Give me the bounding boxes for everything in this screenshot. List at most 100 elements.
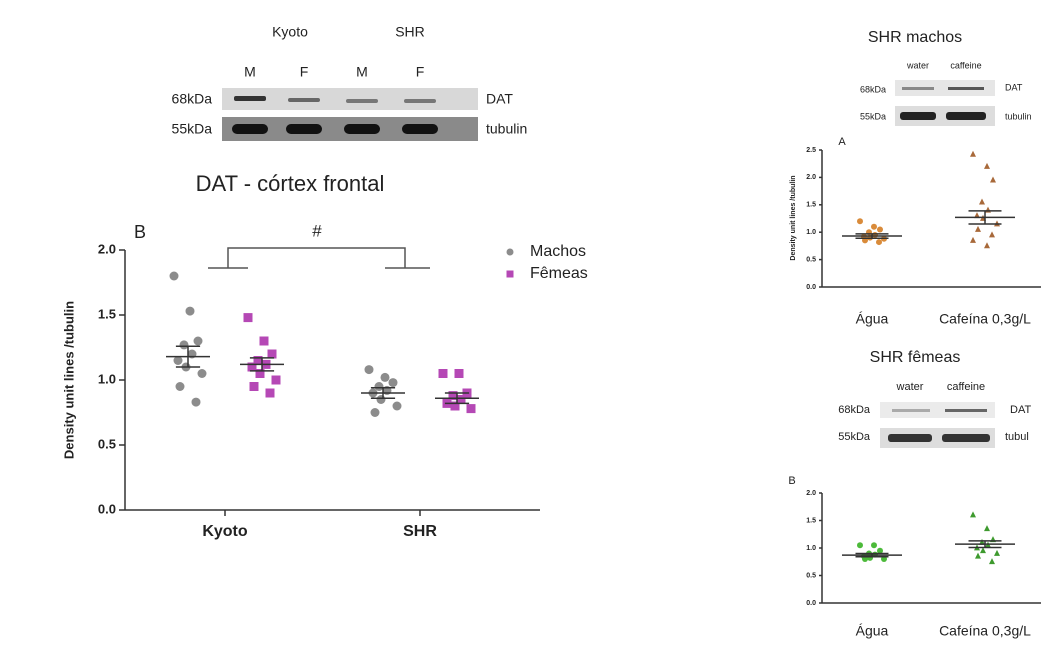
x-tick-label: Cafeína 0,3g/L — [939, 311, 1031, 327]
point — [272, 376, 281, 385]
band-label: DAT — [1005, 82, 1023, 92]
x-tick-label: Kyoto — [202, 523, 248, 540]
point — [970, 237, 976, 243]
point — [186, 307, 195, 316]
lane-label: M — [244, 64, 256, 80]
size-label: 55kDa — [860, 111, 886, 121]
lane-label: F — [416, 64, 425, 80]
point — [876, 239, 882, 245]
point — [970, 151, 976, 157]
size-label: 68kDa — [172, 91, 213, 107]
legend-label: Fêmeas — [530, 265, 588, 282]
y-tick-label: 1.5 — [806, 517, 816, 524]
point — [176, 382, 185, 391]
point — [250, 382, 259, 391]
lane-label: caffeine — [950, 60, 981, 70]
chart: SHR machos A Density unit lines /tubulin 0.… — [790, 29, 1041, 326]
blot-main — [222, 88, 478, 141]
point — [198, 369, 207, 378]
size-label: 68kDa — [838, 404, 871, 416]
panel-label: B — [788, 475, 795, 487]
point — [989, 231, 995, 237]
chart-title: DAT - córtex frontal — [196, 171, 385, 196]
size-label: 55kDa — [172, 121, 213, 137]
point — [990, 177, 996, 183]
annotation: # — [312, 221, 322, 240]
point — [975, 553, 981, 559]
lane-label: water — [906, 60, 929, 70]
chart: DAT - córtex frontal B Density unit lines … — [61, 171, 587, 540]
point — [467, 404, 476, 413]
point — [266, 389, 275, 398]
point — [507, 271, 514, 278]
point — [389, 378, 398, 387]
point — [979, 198, 985, 204]
point — [170, 272, 179, 281]
chart-title: SHR machos — [868, 29, 962, 46]
point — [365, 365, 374, 374]
group-label: SHR — [395, 24, 425, 40]
y-tick-label: 2.5 — [806, 147, 816, 154]
band-label: tubulin — [486, 121, 527, 137]
point — [871, 224, 877, 230]
point — [984, 163, 990, 169]
point — [192, 398, 201, 407]
lane-label: F — [300, 64, 309, 80]
y-tick-label: 0.5 — [806, 572, 816, 579]
x-tick-label: Água — [856, 623, 889, 639]
point — [455, 369, 464, 378]
point — [393, 402, 402, 411]
y-tick-label: 1.0 — [806, 229, 816, 236]
y-tick-label: 0.0 — [98, 501, 116, 516]
panel-label: B — [134, 222, 146, 242]
point — [371, 408, 380, 417]
y-tick-label: 0.0 — [806, 284, 816, 291]
chart-title: SHR fêmeas — [870, 349, 961, 366]
y-tick-label: 2.0 — [806, 490, 816, 497]
point — [260, 337, 269, 346]
band-label: tubulin — [1005, 111, 1032, 121]
blot-machos — [895, 80, 995, 126]
group-label: Kyoto — [272, 24, 308, 40]
point — [180, 340, 189, 349]
point — [994, 550, 1000, 556]
point — [857, 218, 863, 224]
point — [970, 511, 976, 517]
point — [244, 313, 253, 322]
y-tick-label: 2.0 — [98, 241, 116, 256]
size-label: 68kDa — [860, 84, 886, 94]
bracket — [208, 248, 430, 268]
lane-label: caffeine — [947, 381, 985, 393]
point — [377, 395, 386, 404]
lane-label: M — [356, 64, 368, 80]
y-tick-label: 1.0 — [806, 545, 816, 552]
point — [989, 558, 995, 564]
lane-label: water — [896, 381, 924, 393]
y-axis-label: Density unit lines /tubulin — [790, 175, 797, 260]
point — [507, 249, 514, 256]
y-tick-label: 0.0 — [806, 600, 816, 607]
point — [381, 373, 390, 382]
y-axis-label: Density unit lines /tubulin — [61, 301, 76, 459]
band-label: DAT — [1010, 404, 1031, 416]
band-label: tubul — [1005, 431, 1029, 443]
point — [984, 242, 990, 248]
x-tick-label: SHR — [403, 523, 437, 540]
blot-femeas — [880, 402, 995, 448]
y-tick-label: 2.0 — [806, 174, 816, 181]
legend-label: Machos — [530, 243, 586, 260]
point — [194, 337, 203, 346]
x-tick-label: Água — [856, 311, 889, 327]
point — [985, 207, 991, 213]
x-tick-label: Cafeína 0,3g/L — [939, 623, 1031, 639]
panel-label: A — [838, 136, 846, 148]
point — [975, 226, 981, 232]
band-label: DAT — [486, 91, 513, 107]
y-tick-label: 1.5 — [806, 202, 816, 209]
figure: Kyoto SHR M F M F 68kDa 55kDa DAT tubuli… — [0, 0, 1041, 646]
y-tick-label: 1.0 — [98, 371, 116, 386]
point — [857, 542, 863, 548]
point — [984, 525, 990, 531]
point — [439, 369, 448, 378]
y-tick-label: 1.5 — [98, 306, 116, 321]
